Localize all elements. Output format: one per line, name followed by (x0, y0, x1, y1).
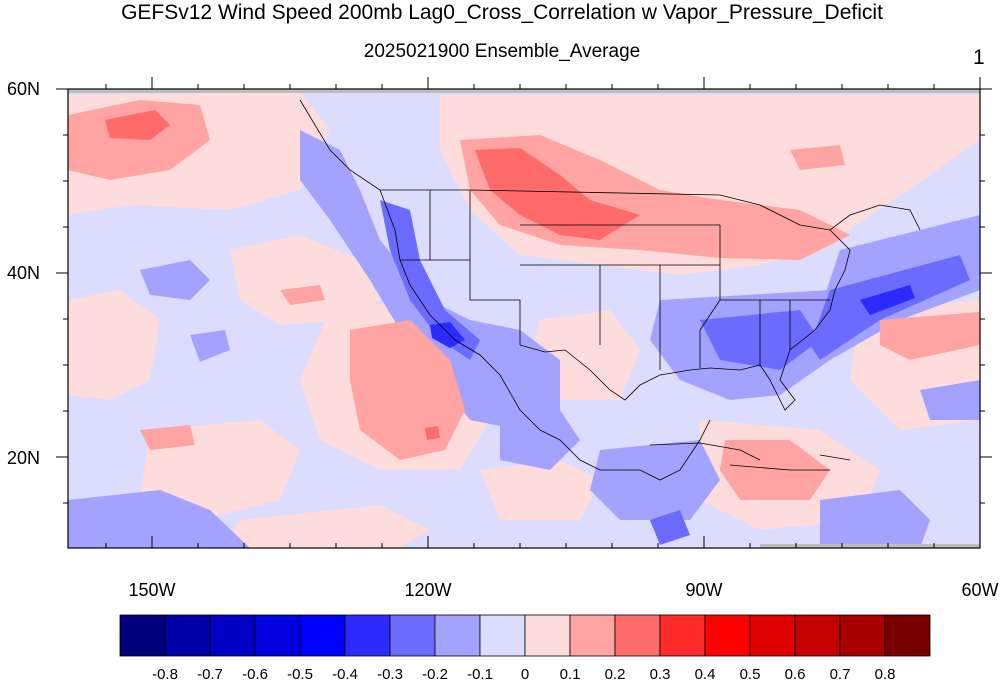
lat-label-40n: 40N (6, 263, 40, 283)
colorbar-label: -0.5 (287, 666, 313, 683)
colorbar-label: 0 (520, 666, 530, 683)
colorbar-label: 0.8 (874, 666, 896, 683)
colorbar-label: -0.1 (467, 666, 493, 683)
map-subtitle: 2025021900 Ensemble_Average (363, 41, 641, 62)
colorbar-label: 0.4 (694, 666, 716, 683)
coastlines-and-borders (299, 99, 921, 481)
panel-number: 1 (973, 46, 985, 69)
weak-negative-regions (68, 130, 980, 548)
colorbar-swatch (704, 614, 751, 657)
colorbar-swatch (344, 614, 391, 657)
colorbar-label: -0.2 (422, 666, 448, 683)
colorbar-swatch (434, 614, 481, 657)
colorbar-swatch (389, 614, 436, 657)
colorbar-swatch (839, 614, 886, 657)
strong-positive-regions (105, 110, 640, 440)
colorbar-swatch (614, 614, 661, 657)
missing-data (68, 89, 980, 548)
colorbar-label: -0.6 (242, 666, 268, 683)
colorbar-swatch (254, 614, 301, 657)
lon-label-60w: 60W (961, 580, 999, 600)
colorbar-swatch (479, 614, 526, 657)
colorbar (119, 614, 931, 657)
colorbar-label: 0.6 (784, 666, 806, 683)
colorbar-label: 0.1 (559, 666, 581, 683)
correlation-field (68, 89, 980, 548)
lon-label-120w: 120W (404, 580, 452, 600)
axis-ticks (56, 77, 992, 548)
colorbar-label: 0.7 (829, 666, 851, 683)
colorbar-label: 0.5 (739, 666, 761, 683)
colorbar-swatch (299, 614, 346, 657)
lat-label-20n: 20N (6, 448, 40, 468)
colorbar-swatch (164, 614, 211, 657)
lon-label-150w: 150W (128, 580, 176, 600)
colorbar-label: 0.3 (649, 666, 671, 683)
lon-label-90w: 90W (685, 580, 723, 600)
colorbar-swatch (749, 614, 796, 657)
colorbar-label: -0.3 (377, 666, 403, 683)
colorbar-label: -0.4 (332, 666, 358, 683)
colorbar-swatch (794, 614, 841, 657)
colorbar-label: 0.2 (604, 666, 626, 683)
lat-label-60n: 60N (6, 79, 40, 99)
colorbar-swatch (884, 614, 931, 657)
colorbar-swatch (119, 614, 166, 657)
colorbar-swatch (524, 614, 571, 657)
colorbar-swatch (209, 614, 256, 657)
colorbar-label: -0.7 (197, 666, 223, 683)
colorbar-swatch (659, 614, 706, 657)
strong-negative-regions (430, 285, 915, 348)
map-title: GEFSv12 Wind Speed 200mb Lag0_Cross_Corr… (121, 1, 883, 24)
colorbar-swatch (569, 614, 616, 657)
colorbar-label: -0.8 (152, 666, 178, 683)
